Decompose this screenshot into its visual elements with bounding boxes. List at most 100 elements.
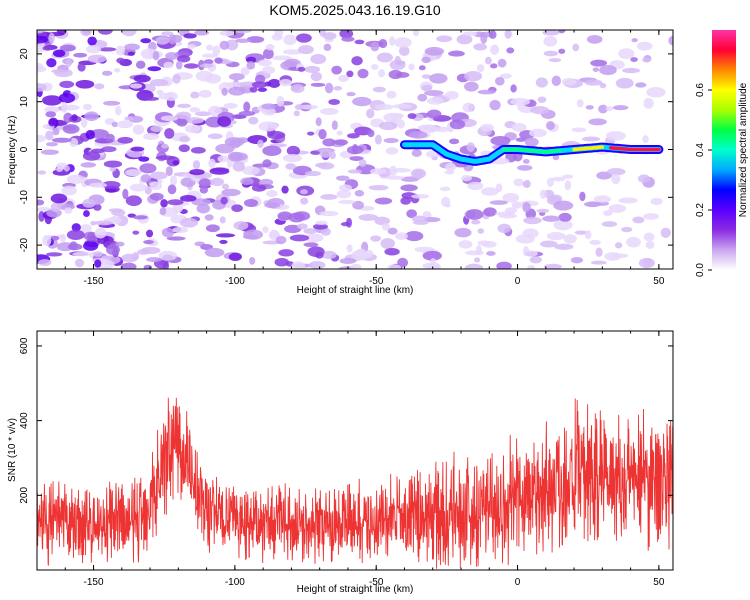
heatmap-cell	[621, 226, 633, 233]
heatmap-cell	[206, 44, 213, 51]
heatmap-cell	[146, 229, 154, 238]
heatmap-cell	[497, 223, 512, 234]
heatmap-cell	[406, 209, 418, 219]
heatmap-cell	[490, 136, 511, 146]
heatmap-cell	[489, 99, 501, 111]
ridge-highlight	[609, 146, 661, 152]
heatmap-cell	[448, 138, 460, 145]
heatmap-cell	[73, 52, 88, 58]
heatmap-cell	[529, 128, 547, 138]
heatmap-cell	[297, 223, 308, 230]
heatmap-cell	[257, 59, 272, 67]
heatmap-cell	[258, 121, 278, 132]
heatmap-cell	[221, 188, 241, 197]
heatmap-cell	[449, 119, 466, 130]
heatmap-cell	[392, 104, 412, 109]
heatmap-cell	[288, 212, 305, 223]
heatmap-cell	[246, 61, 256, 70]
x-tick-label: -100	[225, 276, 245, 287]
heatmap-cell	[615, 77, 634, 89]
heatmap-cell	[106, 244, 120, 256]
heatmap-cell	[144, 96, 160, 101]
heatmap-cell	[318, 128, 327, 140]
heatmap-cell	[558, 48, 566, 54]
heatmap-cell	[352, 200, 364, 210]
heatmap-cell	[37, 170, 47, 175]
heatmap-cell	[371, 64, 379, 70]
heatmap-cell	[141, 246, 161, 255]
heatmap-cell	[265, 43, 275, 51]
heatmap-cell	[37, 134, 46, 143]
heatmap-cell	[308, 261, 326, 269]
heatmap-cell	[351, 56, 363, 66]
heatmap-cell	[105, 133, 115, 144]
heatmap-cell	[217, 155, 229, 163]
heatmap-cell	[66, 229, 85, 241]
heatmap-cell	[120, 262, 137, 269]
heatmap-cell	[386, 90, 397, 99]
heatmap-cell	[345, 217, 353, 228]
heatmap-cell	[589, 239, 601, 245]
heatmap-x-axis-label: Height of straight line (km)	[297, 285, 414, 296]
heatmap-cell	[338, 199, 356, 204]
heatmap-cell	[44, 106, 60, 114]
heatmap-cell	[636, 41, 653, 51]
heatmap-cell	[618, 48, 635, 60]
heatmap-cell	[513, 178, 524, 187]
heatmap-cell	[522, 180, 530, 188]
heatmap-cell	[477, 89, 496, 95]
heatmap-cell	[346, 92, 356, 97]
heatmap-cell	[439, 186, 451, 192]
heatmap-cell	[612, 105, 629, 111]
heatmap-cell	[163, 61, 174, 69]
heatmap-cell	[322, 138, 336, 147]
heatmap-cell	[300, 189, 308, 195]
heatmap-cell	[331, 65, 342, 75]
snr-y-axis: 200 400 600	[19, 337, 673, 504]
heatmap-cell	[296, 33, 312, 43]
heatmap-cell	[421, 74, 431, 79]
heatmap-cell	[523, 216, 542, 225]
heatmap-cell	[584, 230, 592, 240]
heatmap-cell	[235, 38, 251, 43]
colorbar-tick-label: 0.4	[695, 143, 706, 157]
heatmap-cell	[407, 113, 417, 119]
heatmap-cell	[90, 221, 97, 226]
heatmap-cell	[82, 198, 96, 208]
heatmap-cell	[590, 59, 608, 67]
heatmap-cell	[89, 182, 107, 188]
y-tick-label: -10	[19, 190, 30, 205]
heatmap-cell	[64, 207, 73, 214]
heatmap-cell	[215, 143, 235, 154]
heatmap-cell	[286, 145, 300, 156]
heatmap-cell	[334, 139, 348, 146]
heatmap-cell	[511, 201, 523, 209]
heatmap-cell	[358, 159, 367, 167]
heatmap-cell	[37, 35, 49, 44]
heatmap-cell	[312, 223, 329, 230]
heatmap-cell	[421, 56, 431, 64]
heatmap-cell	[319, 148, 332, 158]
heatmap-cell	[354, 39, 365, 45]
heatmap-cell	[241, 165, 260, 176]
heatmap-cell	[411, 149, 422, 157]
heatmap-cell	[426, 97, 444, 105]
heatmap-cell	[429, 73, 448, 84]
heatmap-cell	[261, 103, 276, 110]
heatmap-cell	[527, 264, 536, 269]
heatmap-cell	[207, 133, 223, 140]
heatmap-cell	[643, 97, 654, 109]
heatmap-cell	[208, 158, 216, 169]
heatmap-cell	[626, 236, 641, 248]
heatmap-cell	[133, 74, 151, 83]
heatmap-cell	[160, 199, 168, 208]
heatmap-cell	[115, 45, 126, 56]
heatmap-cell	[297, 66, 306, 72]
heatmap-cell	[85, 129, 95, 140]
y-tick-label: 600	[19, 337, 30, 354]
heatmap-cell	[150, 171, 168, 180]
heatmap-cell	[219, 216, 226, 224]
heatmap-cell	[349, 156, 364, 161]
heatmap-cell	[320, 227, 331, 236]
snr-plot-frame	[36, 330, 674, 571]
